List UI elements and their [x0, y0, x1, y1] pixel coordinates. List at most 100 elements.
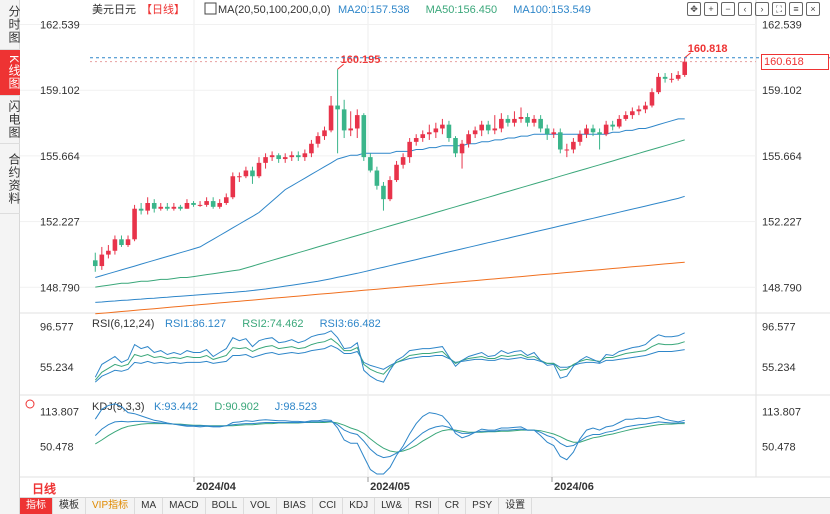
- candle-body: [165, 206, 170, 209]
- zoom-in-icon[interactable]: +: [704, 2, 718, 16]
- candle-body: [381, 185, 386, 200]
- more-icon[interactable]: ≡: [789, 2, 803, 16]
- fullscreen-icon[interactable]: ⛶: [772, 2, 786, 16]
- right-price-label-1: 159.102: [762, 85, 802, 97]
- chart-symbol: 美元日元: [92, 3, 136, 16]
- rsi-value-1: RSI2:74.462: [242, 318, 303, 330]
- chart-toolbar: ✥ + − ‹ › ⛶ ≡ ×: [687, 2, 820, 16]
- left-price-label-4: 148.790: [40, 282, 80, 294]
- indicator-tab-7[interactable]: BIAS: [277, 498, 313, 514]
- candle-body: [446, 124, 452, 139]
- candle-body: [400, 157, 406, 165]
- candle-body: [662, 76, 668, 79]
- candle-body: [557, 132, 563, 150]
- kdj-left-label-0: 113.807: [40, 407, 79, 419]
- candle-body: [178, 206, 183, 209]
- indicator-tab-6[interactable]: VOL: [244, 498, 278, 514]
- ma50-line: [95, 139, 685, 288]
- indicator-tab-11[interactable]: RSI: [409, 498, 439, 514]
- candle-body: [394, 164, 399, 181]
- right-price-label-3: 152.227: [762, 217, 802, 229]
- left-price-label-3: 152.227: [40, 217, 80, 229]
- candle-body: [649, 92, 655, 106]
- candle-body: [210, 201, 216, 207]
- indicator-tab-4[interactable]: MACD: [163, 498, 206, 514]
- move-icon[interactable]: ✥: [687, 2, 701, 16]
- scroll-left-icon[interactable]: ‹: [738, 2, 752, 16]
- side-tab-2[interactable]: 闪电图: [0, 96, 21, 144]
- candle-body: [499, 118, 504, 129]
- candle-body: [420, 134, 426, 139]
- side-tab-3[interactable]: 合约资料: [0, 144, 21, 214]
- rsi-value-0: RSI1:86.127: [165, 318, 226, 330]
- kdj-value-2: J:98.523: [275, 401, 317, 413]
- current-price-tag: 160.618: [761, 54, 829, 70]
- candle-body: [282, 157, 288, 160]
- period-label[interactable]: 日线: [22, 481, 80, 497]
- candle-body: [453, 138, 458, 154]
- candle-body: [433, 128, 439, 133]
- kdj-settings-icon: [25, 399, 35, 409]
- candle-body: [99, 254, 105, 267]
- zoom-out-icon[interactable]: −: [721, 2, 735, 16]
- rsi-value-2: RSI3:66.482: [320, 318, 381, 330]
- candle-body: [656, 76, 661, 93]
- indicator-tab-0[interactable]: 指标: [20, 498, 53, 514]
- right-price-label-2: 155.664: [762, 151, 802, 163]
- candle-body: [119, 239, 124, 246]
- candle-body: [197, 204, 203, 206]
- candle-body: [145, 202, 150, 211]
- close-icon[interactable]: ×: [806, 2, 820, 16]
- candle-body: [132, 208, 137, 240]
- indicator-tab-2[interactable]: VIP指标: [86, 498, 136, 514]
- candle-body: [276, 155, 281, 160]
- indicator-tab-14[interactable]: 设置: [499, 498, 533, 514]
- indicator-tab-8[interactable]: CCI: [313, 498, 344, 514]
- indicator-tab-13[interactable]: PSY: [466, 498, 500, 514]
- candle-body: [263, 157, 268, 163]
- rsi2-line: [94, 338, 685, 381]
- side-tab-1[interactable]: K线图: [0, 50, 21, 96]
- candle-body: [597, 132, 602, 135]
- indicator-tab-3[interactable]: MA: [135, 498, 164, 514]
- candle-body: [296, 155, 301, 158]
- scroll-right-icon[interactable]: ›: [755, 2, 769, 16]
- candle-body: [302, 153, 308, 158]
- candle-body: [669, 78, 674, 80]
- candle-body: [512, 118, 517, 123]
- high-marker: [337, 63, 344, 70]
- ma-settings-icon: [204, 2, 217, 15]
- candle-body: [479, 124, 484, 131]
- candle-body: [158, 206, 164, 209]
- kdj-label: KDJ(9,3,3): [92, 401, 145, 413]
- candle-body: [335, 105, 340, 110]
- rsi1-line: [94, 330, 685, 383]
- kdj-right-label-1: 50.478: [762, 441, 796, 453]
- indicator-tab-10[interactable]: LW&: [375, 498, 410, 514]
- candle-body: [138, 208, 144, 211]
- rsi-label: RSI(6,12,24): [92, 318, 154, 330]
- candle-body: [374, 170, 380, 186]
- side-tab-0[interactable]: 分时图: [0, 0, 21, 50]
- x-tick-label-1: 2024/05: [370, 481, 410, 493]
- candle-body: [564, 149, 570, 151]
- kdj-right-label-0: 113.807: [762, 407, 801, 419]
- candle-body: [387, 180, 393, 200]
- candle-body: [577, 134, 583, 142]
- side-tabs: 分时图 K线图 闪电图 合约资料: [0, 0, 21, 514]
- ma-value-0: MA20:157.538: [338, 4, 410, 16]
- candle-body: [106, 250, 111, 255]
- candle-body: [413, 138, 419, 142]
- right-price-label-0: 162.539: [762, 20, 802, 32]
- candle-body: [492, 128, 498, 131]
- indicator-tab-12[interactable]: CR: [439, 498, 467, 514]
- candle-body: [584, 128, 589, 135]
- kline-chart[interactable]: 美元日元 【日线】 MA(20,50,100,200,0,0) MA20:157.53…: [20, 0, 830, 497]
- ma-label: MA(20,50,100,200,0,0): [218, 4, 331, 16]
- indicator-tab-1[interactable]: 模板: [53, 498, 86, 514]
- x-tick-label-2: 2024/06: [554, 481, 594, 493]
- indicator-tab-5[interactable]: BOLL: [206, 498, 245, 514]
- candle-body: [466, 134, 471, 144]
- indicator-tab-9[interactable]: KDJ: [343, 498, 376, 514]
- candle-body: [354, 115, 360, 129]
